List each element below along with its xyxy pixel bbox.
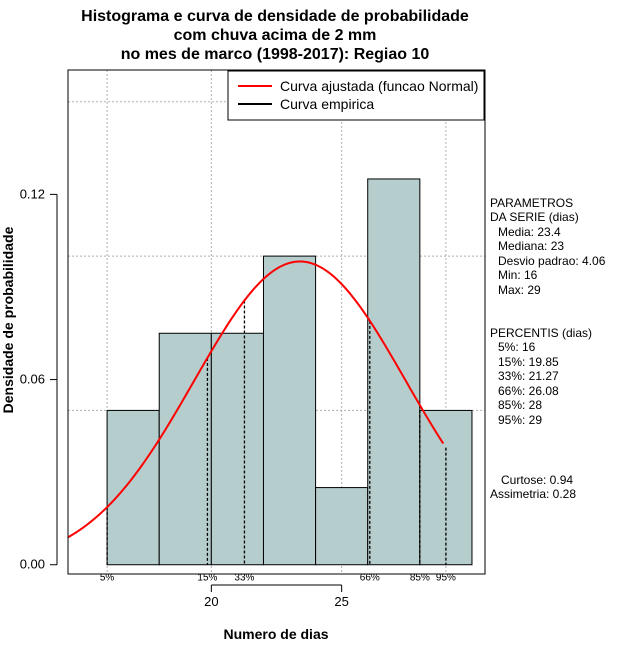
- x-axis-title: Numero de dias: [223, 626, 328, 642]
- param-heading-1: PARAMETROS: [490, 196, 573, 210]
- percentile-label-1: 15%: [197, 573, 217, 584]
- percentis-heading: PERCENTIS (dias): [490, 326, 592, 340]
- normal-curve-layer: [67, 260, 445, 539]
- param-mediana: Mediana: 23: [498, 239, 564, 253]
- percentile-lines: 5% 15% 33% 66% 85% 95%: [100, 300, 456, 584]
- param-heading-2: DA SERIE (dias): [490, 210, 579, 224]
- histogram-bar-3: [262, 255, 317, 566]
- percentile-label-0: 5%: [100, 573, 115, 584]
- side-panel-percentis: PERCENTIS (dias) 5%: 16 15%: 19.85 33%: …: [490, 326, 592, 427]
- legend: Curva ajustada (funcao Normal) Curva emp…: [227, 70, 485, 121]
- histogram-bar-5: [367, 178, 421, 566]
- legend-label-empirical-curve: Curva empirica: [280, 96, 374, 112]
- percentis-66: 66%: 26.08: [498, 384, 559, 398]
- percentis-95: 95%: 29: [498, 413, 542, 427]
- legend-box: [227, 70, 485, 121]
- param-desvio: Desvio padrao: 4.06: [498, 254, 606, 268]
- histogram-bar-6: [419, 409, 473, 566]
- histogram-bar-2: [210, 332, 264, 566]
- y-tick-label-1: 0.06: [20, 372, 45, 387]
- axes: 0.00 0.06 0.12 20 25: [20, 186, 349, 609]
- x-tick-label-0: 20: [204, 594, 218, 609]
- plot-frame: [67, 69, 486, 575]
- percentis-5: 5%: 16: [498, 340, 536, 354]
- percentis-33: 33%: 21.27: [498, 369, 559, 383]
- normal-curve: [67, 260, 445, 539]
- curtose: Curtose: 0.94: [501, 473, 573, 487]
- percentile-label-2: 33%: [234, 573, 254, 584]
- percentis-15: 15%: 19.85: [498, 355, 559, 369]
- histogram-bar-1: [158, 332, 212, 566]
- histogram-bar-4: [315, 487, 369, 566]
- chart-title-line-1: Histograma e curva de densidade de proba…: [81, 8, 469, 25]
- y-axis-title: Densidade de probabilidade: [0, 226, 16, 413]
- chart-title-line-2: com chuva acima de 2 mm: [174, 27, 377, 44]
- y-tick-label-2: 0.12: [20, 186, 45, 201]
- param-max: Max: 29: [498, 283, 541, 297]
- assimetria: Assimetria: 0.28: [490, 487, 576, 501]
- percentile-label-5: 95%: [436, 573, 456, 584]
- y-tick-label-0: 0.00: [20, 557, 45, 572]
- histogram-bars: [106, 178, 473, 566]
- chart-title-line-3: no mes de marco (1998-2017): Regiao 10: [121, 46, 430, 63]
- percentile-label-4: 85%: [410, 573, 430, 584]
- histogram-bar-0: [106, 409, 160, 566]
- param-media: Media: 23.4: [498, 225, 561, 239]
- side-panel-parametros: PARAMETROS DA SERIE (dias) Media: 23.4 M…: [490, 196, 606, 297]
- side-panel-extra: Curtose: 0.94 Assimetria: 0.28: [490, 473, 576, 501]
- x-tick-label-1: 25: [334, 594, 348, 609]
- param-min: Min: 16: [498, 268, 538, 282]
- legend-label-fitted-curve: Curva ajustada (funcao Normal): [280, 78, 478, 94]
- percentis-85: 85%: 28: [498, 398, 542, 412]
- percentile-label-3: 66%: [360, 573, 380, 584]
